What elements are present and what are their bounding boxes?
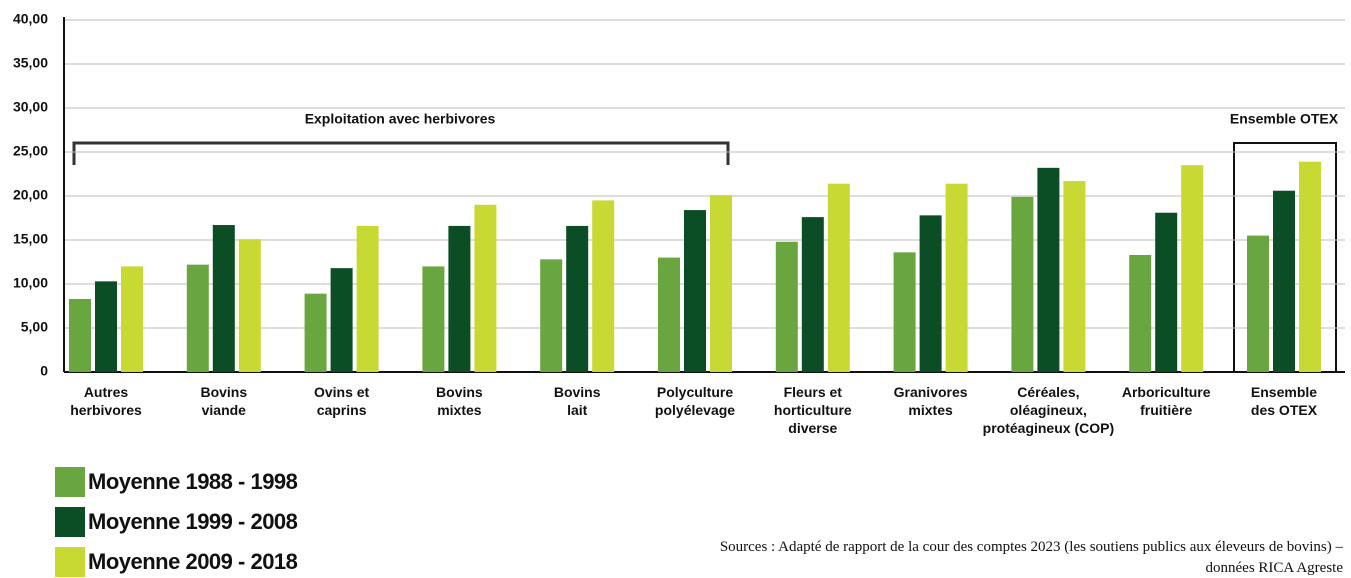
bar [422, 266, 445, 372]
legend-swatch [55, 467, 85, 497]
bar [1129, 254, 1152, 372]
bar [658, 257, 680, 372]
y-tick-label: 10,00 [13, 275, 48, 291]
x-tick-label: Céréales, oléagineux, protéagineux (COP) [983, 384, 1114, 436]
bar [186, 264, 209, 372]
bar [1181, 165, 1204, 372]
source-note: Sources : Adapté de rapport de la cour d… [720, 539, 1344, 576]
bar [1063, 181, 1086, 372]
bar [919, 215, 942, 372]
bar [238, 239, 261, 372]
y-tick-label: 35,00 [13, 55, 48, 71]
legend-label: Moyenne 1988 - 1998 [88, 469, 298, 494]
bar [945, 183, 968, 372]
legend-label: Moyenne 1999 - 2008 [88, 509, 298, 534]
y-tick-label: 5,00 [21, 319, 48, 335]
x-tick-label: Bovins mixtes [436, 384, 483, 418]
legend-label: Moyenne 2009 - 2018 [88, 549, 298, 574]
annotation: Ensemble OTEX [1230, 111, 1339, 127]
bracket [72, 141, 730, 165]
bar [304, 293, 327, 372]
bar [1155, 212, 1178, 372]
bar [448, 225, 471, 372]
x-tick-label: Autres herbivores [70, 384, 142, 418]
x-tick-label: Ensemble des OTEX [1251, 384, 1318, 418]
bar [1273, 190, 1295, 372]
legend-swatch [55, 507, 85, 537]
bar [710, 195, 732, 372]
bar [1247, 235, 1269, 372]
bar [212, 225, 235, 372]
bar [801, 217, 824, 372]
bar [566, 225, 589, 372]
y-tick-label: 25,00 [13, 143, 48, 159]
x-tick-label: Ovins et caprins [314, 384, 370, 418]
x-tick-label: Bovins viande [200, 384, 247, 418]
y-tick-label: 15,00 [13, 231, 48, 247]
legend-swatch [55, 547, 85, 577]
bar [474, 204, 497, 372]
bar [592, 200, 615, 372]
bar [684, 210, 706, 372]
y-tick-label: 40,00 [13, 11, 48, 27]
x-tick-label: Polyculture polyélevage [655, 384, 735, 418]
bar [1299, 161, 1321, 372]
bar [330, 268, 353, 372]
bar [1011, 196, 1034, 372]
x-tick-label: Granivores mixtes [894, 384, 968, 418]
bar [356, 225, 379, 372]
bar [827, 183, 850, 372]
x-tick-label: Fleurs et horticulture diverse [774, 384, 852, 436]
bar [121, 266, 143, 372]
x-tick-label: Bovins lait [554, 384, 601, 418]
bar [893, 252, 916, 372]
annotation: Exploitation avec herbivores [305, 111, 496, 127]
bar [69, 298, 91, 372]
bar [775, 241, 798, 372]
x-tick-label: Arboriculture fruitière [1122, 384, 1211, 418]
y-tick-label: 20,00 [13, 187, 48, 203]
bar [1037, 167, 1060, 372]
y-tick-label: 0 [40, 363, 48, 379]
bar [95, 281, 117, 372]
y-tick-label: 30,00 [13, 99, 48, 115]
bar [540, 259, 563, 372]
